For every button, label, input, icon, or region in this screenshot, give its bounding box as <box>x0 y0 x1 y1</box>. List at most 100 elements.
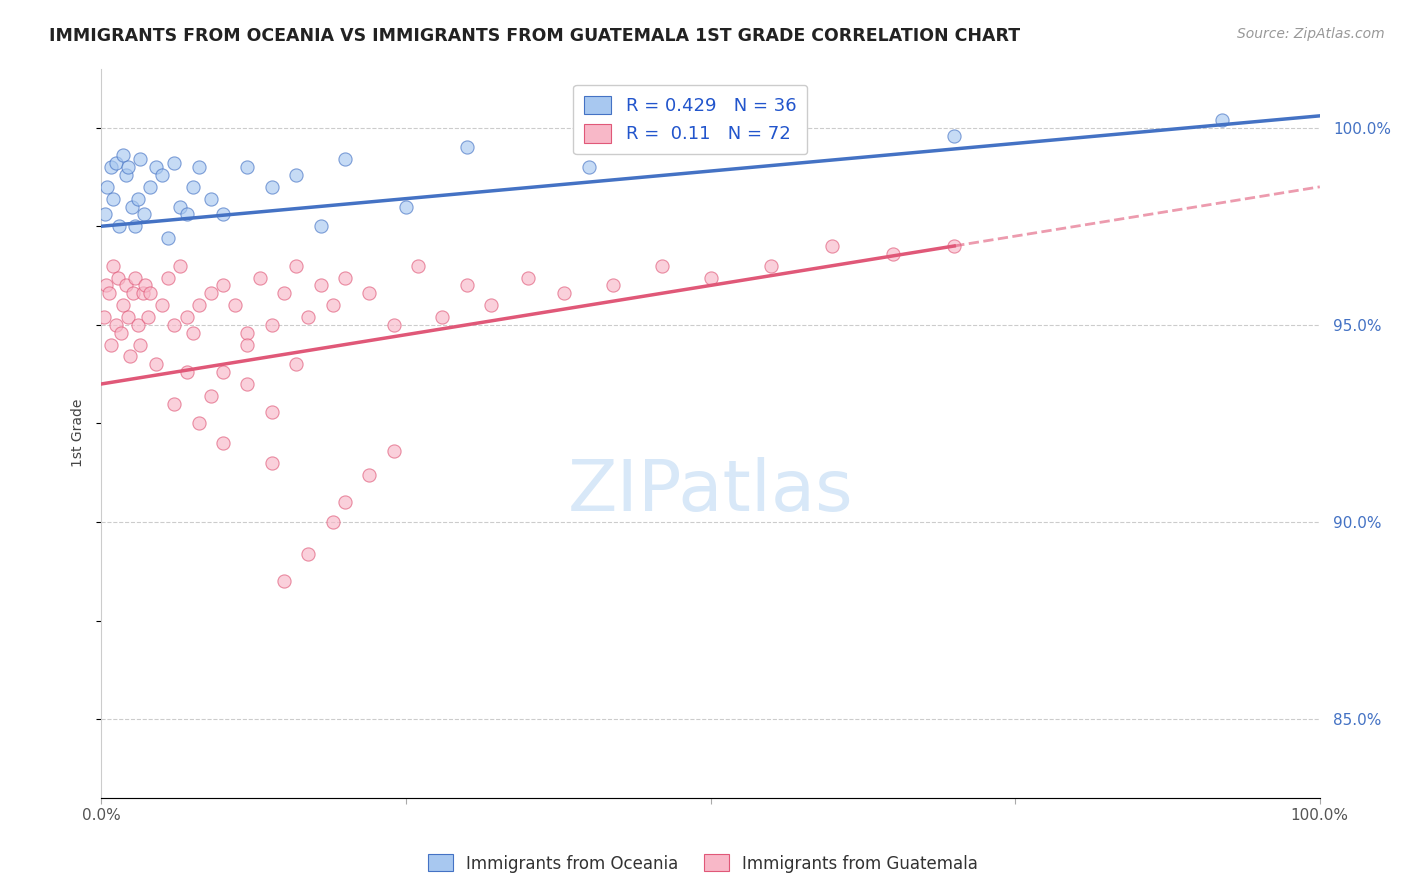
Point <box>94 207 117 221</box>
Point <box>134 278 156 293</box>
Point <box>322 515 344 529</box>
Point <box>181 179 204 194</box>
Point <box>157 231 180 245</box>
Point <box>651 259 673 273</box>
Point <box>127 318 149 332</box>
Point <box>236 160 259 174</box>
Point <box>200 192 222 206</box>
Point <box>479 298 502 312</box>
Point <box>260 456 283 470</box>
Point <box>212 207 235 221</box>
Point <box>163 156 186 170</box>
Point <box>132 207 155 221</box>
Point <box>260 318 283 332</box>
Point <box>333 270 356 285</box>
Text: Source: ZipAtlas.com: Source: ZipAtlas.com <box>1237 27 1385 41</box>
Point <box>309 278 332 293</box>
Point <box>129 337 152 351</box>
Point <box>943 128 966 143</box>
Point <box>578 160 600 174</box>
Point <box>124 219 146 234</box>
Point <box>181 326 204 340</box>
Point <box>107 270 129 285</box>
Point <box>359 286 381 301</box>
Point <box>395 200 418 214</box>
Point <box>333 152 356 166</box>
Point <box>309 219 332 234</box>
Point <box>333 495 356 509</box>
Point <box>236 326 259 340</box>
Point <box>1211 112 1233 127</box>
Point <box>96 179 118 194</box>
Point <box>260 404 283 418</box>
Point <box>249 270 271 285</box>
Y-axis label: 1st Grade: 1st Grade <box>72 399 86 467</box>
Text: IMMIGRANTS FROM OCEANIA VS IMMIGRANTS FROM GUATEMALA 1ST GRADE CORRELATION CHART: IMMIGRANTS FROM OCEANIA VS IMMIGRANTS FR… <box>49 27 1021 45</box>
Point <box>260 179 283 194</box>
Point <box>297 310 319 324</box>
Point <box>382 444 405 458</box>
Point <box>108 219 131 234</box>
Point <box>136 310 159 324</box>
Point <box>285 259 308 273</box>
Point <box>93 310 115 324</box>
Point <box>121 200 143 214</box>
Point <box>821 239 844 253</box>
Point <box>285 168 308 182</box>
Point <box>97 286 120 301</box>
Point <box>114 278 136 293</box>
Point <box>117 310 139 324</box>
Point <box>103 259 125 273</box>
Point <box>359 467 381 482</box>
Point <box>131 286 153 301</box>
Point <box>100 337 122 351</box>
Point <box>100 160 122 174</box>
Point <box>124 270 146 285</box>
Point <box>212 436 235 450</box>
Point <box>553 286 575 301</box>
Point <box>761 140 783 154</box>
Point <box>187 160 209 174</box>
Point <box>104 156 127 170</box>
Point <box>200 389 222 403</box>
Point <box>456 140 478 154</box>
Point <box>456 278 478 293</box>
Point <box>114 168 136 182</box>
Point <box>236 337 259 351</box>
Point <box>882 247 904 261</box>
Point <box>127 192 149 206</box>
Point <box>104 318 127 332</box>
Point <box>187 417 209 431</box>
Point <box>200 286 222 301</box>
Point <box>236 376 259 391</box>
Point <box>122 286 145 301</box>
Point <box>212 365 235 379</box>
Point <box>382 318 405 332</box>
Point <box>285 357 308 371</box>
Point <box>516 270 538 285</box>
Point <box>699 270 721 285</box>
Point <box>129 152 152 166</box>
Point <box>163 397 186 411</box>
Text: ZIPatlas: ZIPatlas <box>568 458 853 526</box>
Point <box>157 270 180 285</box>
Point <box>145 160 167 174</box>
Point <box>139 286 162 301</box>
Point <box>176 310 198 324</box>
Point <box>120 350 142 364</box>
Point <box>273 286 295 301</box>
Point <box>273 574 295 589</box>
Legend: R = 0.429   N = 36, R =  0.11   N = 72: R = 0.429 N = 36, R = 0.11 N = 72 <box>574 85 807 154</box>
Point <box>110 326 132 340</box>
Point <box>224 298 246 312</box>
Point <box>406 259 429 273</box>
Point <box>117 160 139 174</box>
Point <box>163 318 186 332</box>
Point <box>145 357 167 371</box>
Point <box>943 239 966 253</box>
Point <box>602 278 624 293</box>
Point <box>187 298 209 312</box>
Point <box>322 298 344 312</box>
Point <box>150 168 173 182</box>
Point <box>761 259 783 273</box>
